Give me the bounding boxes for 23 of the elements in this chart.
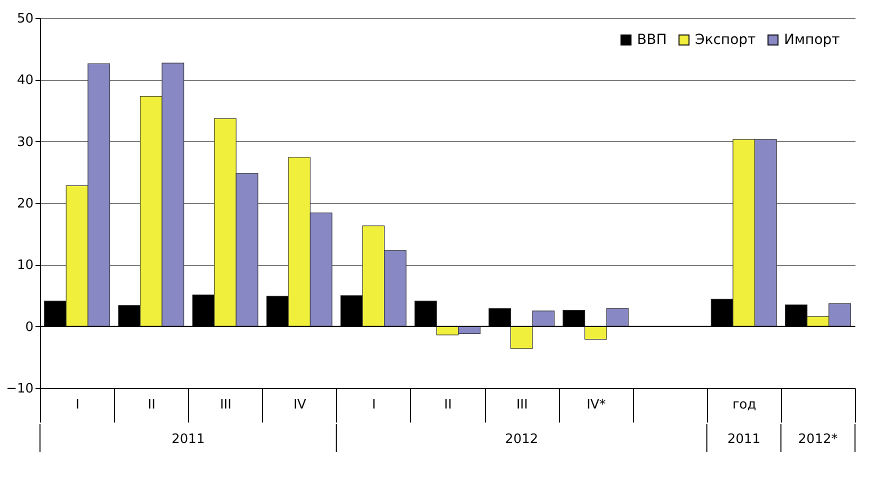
y-tick-label: −10: [6, 382, 34, 396]
y-tick-label: 0: [25, 320, 34, 335]
x-tick-label: год: [732, 398, 756, 412]
y-tick-label: 30: [16, 134, 34, 150]
legend-label: Экспорт: [695, 32, 756, 48]
x-tick-label: II: [444, 398, 452, 412]
x-tick-label: III: [516, 398, 528, 412]
y-tick-label: 40: [16, 73, 34, 88]
x-tick-label: III: [220, 398, 232, 412]
y-tick-label: 10: [16, 258, 34, 274]
text: 2011: [727, 432, 760, 447]
x-tick-label: II: [148, 398, 156, 412]
x-tick-label: IV: [293, 398, 306, 412]
text: 2011: [172, 432, 205, 447]
x-tick-label: I: [372, 398, 376, 412]
legend-label: ВВП: [637, 32, 667, 48]
x-tick-label: I: [76, 398, 80, 412]
legend-label: Импорт: [784, 32, 840, 48]
text: 2012*: [798, 432, 838, 447]
y-tick-label: 50: [16, 12, 34, 26]
x-tick-label: IV*: [586, 398, 606, 412]
text: 2012: [505, 432, 538, 447]
y-tick-label: 20: [16, 196, 34, 212]
